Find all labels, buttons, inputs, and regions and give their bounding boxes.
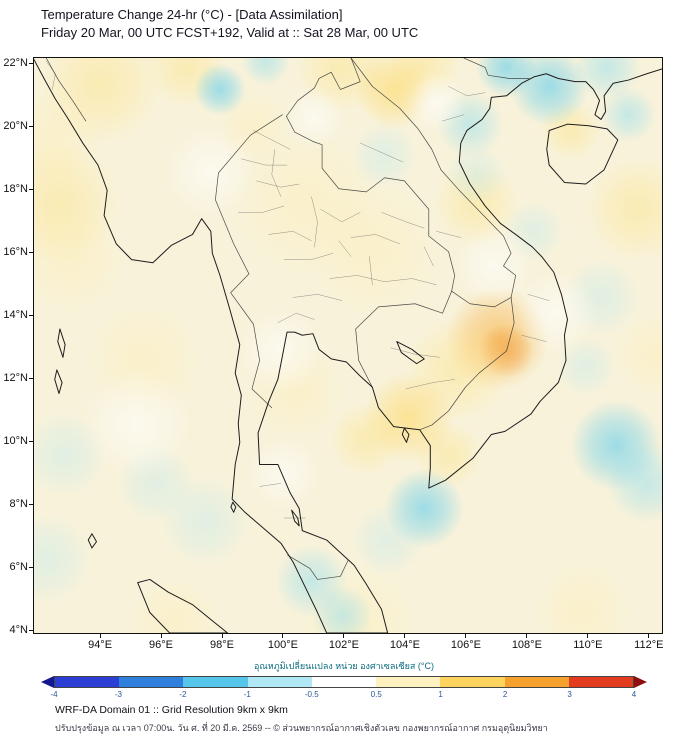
x-tick	[587, 634, 589, 638]
colorbar-tick-label: -2	[179, 690, 187, 699]
colorbar-segment	[376, 677, 441, 687]
colorbar-segment	[183, 677, 248, 687]
x-tick-label: 108°E	[511, 639, 542, 651]
colorbar-tick-label: 1	[438, 690, 443, 699]
y-tick	[29, 566, 33, 568]
colorbar-tick-label: 4	[631, 690, 637, 699]
y-tick-label: 8°N	[9, 498, 28, 511]
y-tick	[29, 125, 33, 127]
x-tick	[343, 634, 345, 638]
map: 94°E 96°E 98°E 100°E 102°E 104°E 106°E 108°E 110…	[3, 57, 663, 651]
y-tick-label: 4°N	[9, 624, 28, 637]
y-tick	[29, 377, 33, 379]
colorbar-tick-label: 0.5	[370, 690, 382, 699]
x-tick-label: 110°E	[573, 639, 603, 651]
colorbar-tick-label: -0.5	[304, 690, 319, 699]
y-axis: 4°N 6°N 8°N 10°N 12°N 14°N 16°N 18°N 20°N 22°N	[3, 57, 35, 636]
y-tick	[29, 629, 33, 631]
x-tick	[160, 634, 162, 638]
footer-update-info: ปรับปรุงข้อมูล ณ เวลา 07:00น. วัน ศ. ที่…	[55, 723, 548, 733]
colorbar-segments	[54, 676, 634, 688]
map-canvas	[34, 58, 662, 633]
x-tick	[526, 634, 528, 638]
colorbar-segment	[504, 677, 569, 687]
x-tick	[221, 634, 223, 638]
y-tick-label: 22°N	[3, 57, 28, 70]
colorbar-segment	[55, 677, 120, 687]
page-subtitle: Friday 20 Mar, 00 UTC FCST+192, Valid at…	[41, 25, 419, 40]
colorbar-right-arrow	[634, 676, 647, 688]
y-tick	[29, 503, 33, 505]
x-tick	[465, 634, 467, 638]
y-tick-label: 16°N	[3, 246, 28, 259]
x-tick-label: 94°E	[88, 639, 113, 651]
colorbar-bar	[41, 676, 647, 688]
y-tick	[29, 440, 33, 442]
colorbar-tick-label: 3	[567, 690, 572, 699]
x-tick-label: 112°E	[634, 639, 664, 651]
x-tick-label: 98°E	[210, 639, 234, 651]
colorbar-left-arrow	[41, 676, 54, 688]
colorbar-segment	[247, 677, 312, 687]
colorbar-tick-label: -1	[243, 690, 251, 699]
x-tick-label: 104°E	[389, 639, 420, 651]
y-tick	[29, 314, 33, 316]
y-tick-label: 14°N	[3, 309, 28, 322]
x-axis: 94°E 96°E 98°E 100°E 102°E 104°E 106°E 108°E 110…	[33, 633, 663, 655]
colorbar-segment	[440, 677, 505, 687]
colorbar-tick-label: 2	[502, 690, 508, 699]
y-tick	[29, 188, 33, 190]
y-tick	[29, 251, 33, 253]
y-tick-label: 12°N	[3, 372, 28, 385]
colorbar-tick-label: -4	[50, 690, 58, 699]
y-tick-label: 20°N	[3, 120, 28, 133]
y-tick	[29, 62, 33, 64]
x-tick-label: 106°E	[450, 639, 481, 651]
x-tick	[404, 634, 406, 638]
colorbar-segment	[119, 677, 184, 687]
y-tick-label: 10°N	[3, 435, 28, 448]
x-tick	[648, 634, 650, 638]
colorbar-segment	[311, 677, 377, 687]
colorbar: อุณหภูมิเปลี่ยนแปลง หน่วย องศาเซลเซียส (…	[41, 659, 647, 700]
footer-domain-info: WRF-DA Domain 01 :: Grid Resolution 9km …	[55, 704, 288, 716]
x-tick-label: 102°E	[328, 639, 359, 651]
x-tick	[99, 634, 101, 638]
x-tick	[282, 634, 284, 638]
page-title: Temperature Change 24-hr (°C) - [Data As…	[41, 7, 343, 22]
colorbar-segment	[568, 677, 633, 687]
colorbar-tick-label: -3	[114, 690, 122, 699]
y-tick-label: 6°N	[9, 561, 28, 574]
colorbar-label: อุณหภูมิเปลี่ยนแปลง หน่วย องศาเซลเซียส (…	[254, 661, 434, 671]
colorbar-ticks: -4 -3 -2 -1 -0.5 0.5 1 2 3 4	[41, 688, 647, 700]
x-tick-label: 96°E	[149, 639, 174, 651]
y-tick-label: 18°N	[3, 183, 28, 196]
x-tick-label: 100°E	[267, 639, 299, 651]
